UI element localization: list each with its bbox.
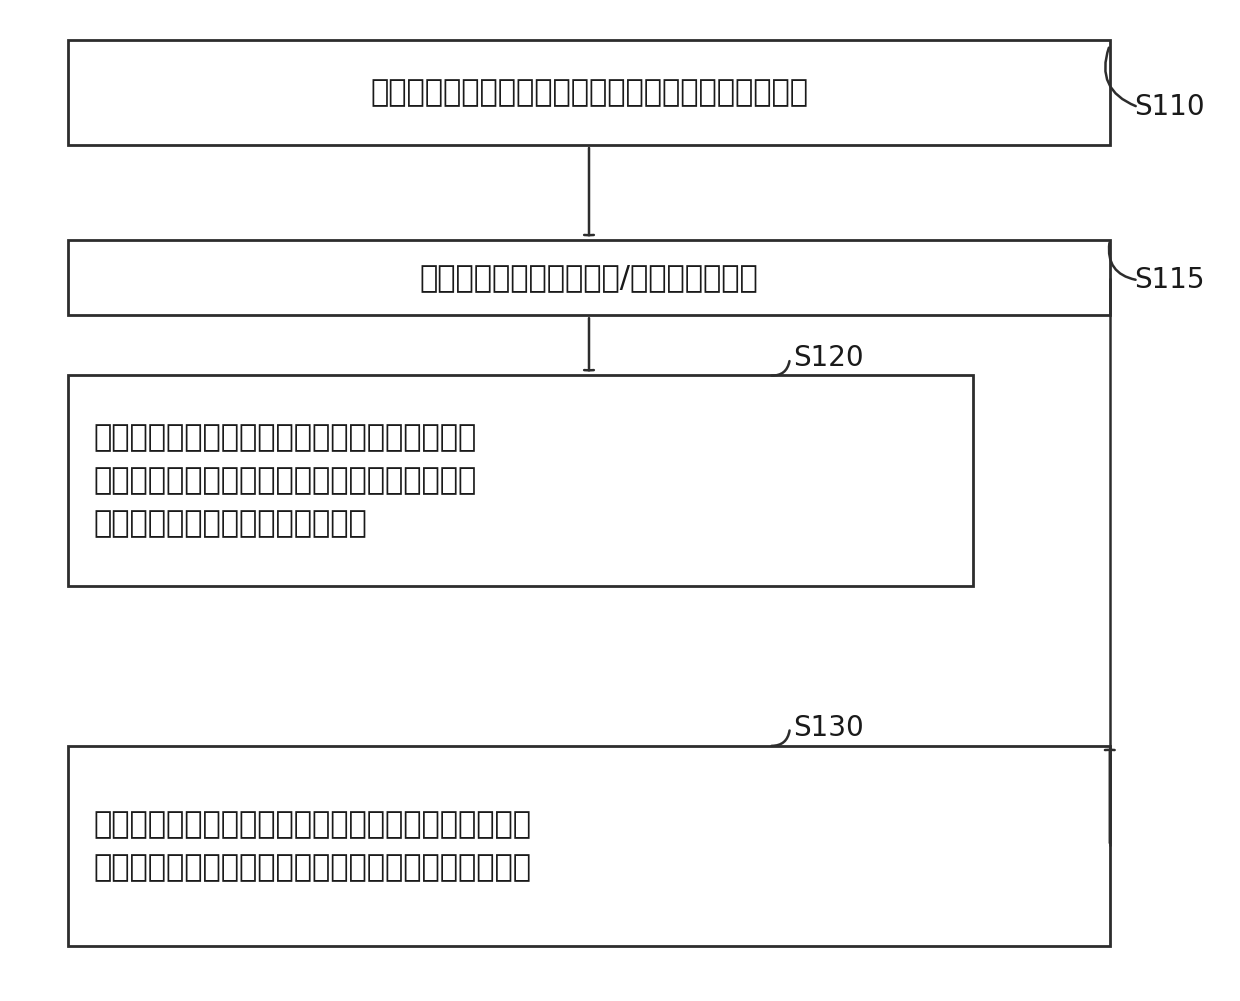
Bar <box>68 746 1110 946</box>
Text: 若判断有排队等候的前车，则接收来自所述前车
的控制指令，并将所述控制指令发送给后车，以
控制所述排队等候的车辆同步行驶: 若判断有排队等候的前车，则接收来自所述前车 的控制指令，并将所述控制指令发送给后… <box>93 423 476 538</box>
Bar <box>68 375 973 586</box>
Text: S115: S115 <box>1135 266 1205 294</box>
Text: 若判断没有排队等候的前车，则在启动时将本车的控制
指令发送给后车，以控制所述排队等候的车辆同步行驶: 若判断没有排队等候的前车，则在启动时将本车的控制 指令发送给后车，以控制所述排队… <box>93 810 531 882</box>
Text: S130: S130 <box>794 714 864 742</box>
Text: S110: S110 <box>1135 93 1205 121</box>
Bar <box>68 40 1110 145</box>
Bar <box>68 240 1110 315</box>
Text: 判断在等候路段排队等候的车辆是否有排队等候的前车: 判断在等候路段排队等候的车辆是否有排队等候的前车 <box>370 78 808 107</box>
Text: 与所述排队等候的前车和/或后车建立连接: 与所述排队等候的前车和/或后车建立连接 <box>419 263 759 292</box>
Text: S120: S120 <box>794 344 864 372</box>
